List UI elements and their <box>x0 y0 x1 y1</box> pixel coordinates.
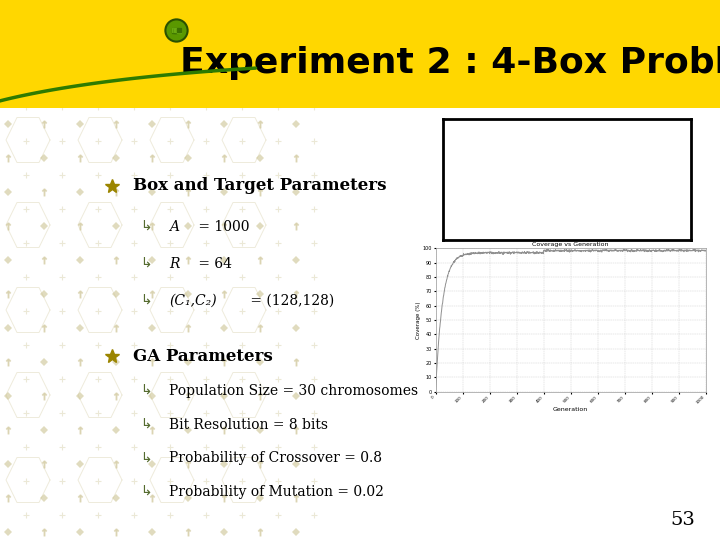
Title: Coverage vs Generation: Coverage vs Generation <box>532 242 609 247</box>
Text: ↳: ↳ <box>140 220 152 234</box>
Text: Experiment 2 : 4-Box Problem: Experiment 2 : 4-Box Problem <box>180 46 720 79</box>
Text: = 64: = 64 <box>194 256 232 271</box>
Text: Bit Resolution = 8 bits: Bit Resolution = 8 bits <box>169 417 328 431</box>
Text: ↳: ↳ <box>140 384 152 398</box>
Text: ↳: ↳ <box>140 293 152 307</box>
Text: ↳: ↳ <box>140 451 152 465</box>
Text: Probability of Mutation = 0.02: Probability of Mutation = 0.02 <box>169 485 384 499</box>
Text: ↳: ↳ <box>140 256 152 271</box>
Text: ↳: ↳ <box>140 417 152 431</box>
Text: GA Parameters: GA Parameters <box>133 348 273 365</box>
Text: = 1000: = 1000 <box>194 220 249 234</box>
X-axis label: Generation: Generation <box>553 407 588 411</box>
Text: = (128,128): = (128,128) <box>246 293 334 307</box>
Text: R: R <box>169 256 180 271</box>
Text: (C₁,C₂): (C₁,C₂) <box>169 293 217 307</box>
Text: Box and Target Parameters: Box and Target Parameters <box>133 177 387 194</box>
Text: Probability of Crossover = 0.8: Probability of Crossover = 0.8 <box>169 451 382 465</box>
Y-axis label: Coverage (%): Coverage (%) <box>416 301 421 339</box>
Text: A: A <box>169 220 179 234</box>
Text: 53: 53 <box>670 511 695 529</box>
Text: ↳: ↳ <box>140 485 152 499</box>
Text: Population Size = 30 chromosomes: Population Size = 30 chromosomes <box>169 384 418 398</box>
